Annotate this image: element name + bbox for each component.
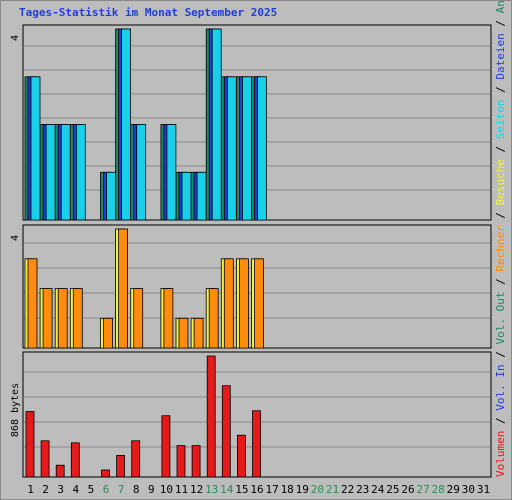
x-tick-label-day-3: 3 [57, 483, 64, 496]
bar-seiten-day-16 [257, 76, 267, 221]
y-max-label: 4 [10, 235, 21, 241]
x-tick-label-day-26: 26 [401, 483, 414, 496]
bar-rechner-day-4 [72, 288, 83, 349]
bar-volumen-day-11 [176, 445, 186, 478]
x-tick-label-day-18: 18 [281, 483, 294, 496]
bar-rechner-day-15 [238, 258, 249, 349]
bar-volumen-day-12 [191, 445, 201, 478]
legend-entry: Vol. In [494, 364, 507, 410]
x-tick-label-day-6: 6 [103, 483, 110, 496]
bar-seiten-day-8 [136, 124, 147, 221]
x-tick-label-day-5: 5 [88, 483, 95, 496]
bar-seiten-day-11 [181, 171, 192, 221]
bar-rechner-day-7 [118, 228, 128, 349]
bar-volumen-day-16 [252, 410, 261, 478]
bar-volumen-day-15 [236, 434, 246, 478]
x-tick-label-day-4: 4 [72, 483, 79, 496]
x-tick-label-day-25: 25 [386, 483, 399, 496]
bar-volumen-day-7 [116, 454, 125, 478]
bar-volumen-day-2 [40, 440, 50, 478]
bar-rechner-day-6 [103, 317, 113, 349]
legend-entry: / [494, 139, 507, 159]
bar-seiten-day-12 [196, 171, 207, 221]
legend-entry: Besuche [494, 159, 507, 205]
bar-volumen-day-3 [55, 464, 65, 478]
legend-entry: Seiten [494, 99, 507, 139]
legend-entry: / [494, 80, 507, 100]
x-tick-label-day-13: 13 [205, 483, 218, 496]
bar-volumen-day-13 [206, 355, 216, 478]
bar-volumen-day-4 [70, 442, 80, 478]
bar-seiten-day-4 [75, 124, 86, 221]
bar-rechner-day-12 [193, 317, 204, 349]
x-tick-label-day-23: 23 [356, 483, 369, 496]
bar-rechner-day-16 [254, 258, 264, 349]
x-tick-label-day-12: 12 [190, 483, 203, 496]
x-tick-label-day-30: 30 [462, 483, 475, 496]
bar-seiten-day-13 [211, 28, 222, 221]
x-tick-label-day-19: 19 [296, 483, 309, 496]
bar-seiten-day-1 [30, 76, 41, 221]
x-tick-label-day-2: 2 [42, 483, 49, 496]
y-max-label: 4 [10, 35, 21, 41]
x-tick-label-day-14: 14 [220, 483, 234, 496]
bar-volumen-day-1 [25, 411, 35, 478]
bar-rechner-day-14 [223, 258, 234, 349]
x-tick-label-day-16: 16 [250, 483, 263, 496]
legend-entry: Anfragen [494, 0, 507, 13]
x-tick-label-day-15: 15 [235, 483, 248, 496]
legend-entry: / [494, 411, 507, 431]
bar-seiten-day-10 [166, 124, 177, 221]
legend-entry: Volumen [494, 431, 507, 477]
x-tick-label-day-9: 9 [148, 483, 155, 496]
bar-rechner-day-3 [57, 288, 68, 349]
bar-volumen-day-6 [101, 469, 110, 478]
bar-rechner-day-10 [163, 288, 174, 349]
legend-entry: Vol. Out [494, 292, 507, 345]
bar-volumen-day-8 [131, 440, 141, 478]
bar-rechner-day-2 [42, 288, 53, 349]
bar-rechner-day-8 [133, 288, 144, 349]
bar-seiten-day-6 [106, 171, 116, 221]
bar-rechner-day-13 [208, 288, 219, 349]
legend-entry: Dateien [494, 33, 507, 79]
legend-entry: / [494, 205, 507, 225]
x-tick-label-day-21: 21 [326, 483, 339, 496]
x-tick-label-day-29: 29 [447, 483, 460, 496]
legend-entry: / [494, 13, 507, 33]
bar-seiten-day-3 [60, 124, 71, 221]
legend-entry: Rechner [494, 225, 507, 272]
bar-rechner-day-1 [27, 258, 38, 349]
bar-volumen-day-10 [161, 415, 171, 478]
x-tick-label-day-28: 28 [432, 483, 445, 496]
x-tick-label-day-27: 27 [416, 483, 429, 496]
right-legend: Volumen / Vol. In / Vol. Out / Rechner /… [494, 0, 507, 477]
x-tick-label-day-22: 22 [341, 483, 354, 496]
x-tick-label-day-10: 10 [160, 483, 173, 496]
x-tick-label-day-11: 11 [175, 483, 188, 496]
bar-seiten-day-2 [45, 124, 56, 221]
x-tick-label-day-24: 24 [371, 483, 385, 496]
chart-title: Tages-Statistik im Monat September 2025 [19, 6, 278, 19]
bar-seiten-day-14 [226, 76, 237, 221]
x-tick-label-day-17: 17 [265, 483, 278, 496]
x-tick-label-day-20: 20 [311, 483, 324, 496]
legend-entry: / [494, 272, 507, 292]
x-tick-label-day-31: 31 [477, 483, 490, 496]
bar-rechner-day-11 [178, 317, 189, 349]
x-tick-label-day-8: 8 [133, 483, 140, 496]
bar-seiten-day-7 [121, 28, 131, 221]
bar-seiten-day-15 [241, 76, 252, 221]
legend-entry: / [494, 345, 507, 365]
x-tick-label-day-7: 7 [118, 483, 125, 496]
x-tick-label-day-1: 1 [27, 483, 34, 496]
y-max-label: 868 bytes [10, 383, 21, 437]
bar-volumen-day-14 [221, 385, 231, 478]
